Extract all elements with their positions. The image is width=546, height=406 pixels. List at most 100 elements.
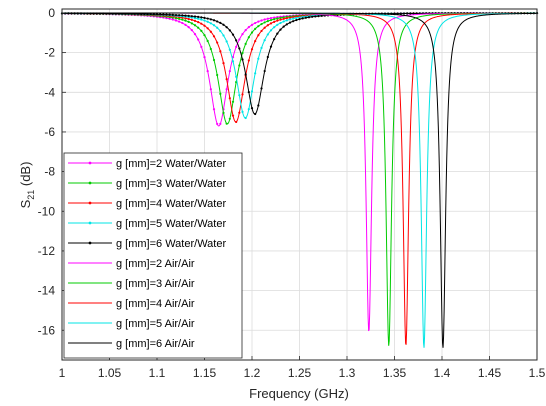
series-marker xyxy=(235,75,238,78)
legend-label: g [mm]=4 Water/Water xyxy=(116,198,226,210)
legend-label: g [mm]=4 Air/Air xyxy=(116,298,195,310)
series-marker xyxy=(402,12,406,15)
series-marker xyxy=(241,58,244,61)
series-marker xyxy=(266,55,269,59)
series-marker xyxy=(266,24,269,27)
series-marker xyxy=(187,14,190,17)
series-marker xyxy=(285,17,288,20)
series-marker xyxy=(247,36,250,39)
series-marker xyxy=(228,69,231,73)
legend-label: g [mm]=3 Water/Water xyxy=(116,178,226,190)
series-marker xyxy=(222,34,225,37)
series-marker xyxy=(181,21,184,25)
series-marker xyxy=(171,13,174,16)
series-marker xyxy=(279,21,282,25)
y-tick-label: -16 xyxy=(38,323,56,337)
series-marker xyxy=(257,104,260,107)
series-marker xyxy=(231,60,235,63)
legend-marker xyxy=(88,181,92,185)
series-marker xyxy=(304,16,307,19)
series-marker xyxy=(254,40,257,43)
series-marker xyxy=(197,15,200,18)
series-marker xyxy=(307,16,311,19)
series-marker xyxy=(257,25,260,28)
legend-label: g [mm]=3 Air/Air xyxy=(116,278,195,290)
series-marker xyxy=(406,12,409,15)
series-marker xyxy=(193,16,197,20)
y-tick-label: -2 xyxy=(44,46,55,60)
x-tick-label: 1.1 xyxy=(149,366,166,380)
series-marker xyxy=(193,15,197,18)
series-marker xyxy=(219,21,222,25)
y-axis-label: S21 (dB) xyxy=(18,162,36,209)
legend-marker xyxy=(88,241,92,245)
series-marker xyxy=(238,38,241,41)
series-marker xyxy=(282,25,285,28)
series-marker xyxy=(235,39,238,42)
series-marker xyxy=(257,57,260,60)
legend-label: g [mm]=5 Air/Air xyxy=(116,318,195,330)
series-marker xyxy=(225,122,228,125)
legend-marker xyxy=(88,201,92,205)
series-marker xyxy=(184,19,187,22)
series-marker xyxy=(206,39,209,43)
series-marker xyxy=(269,18,273,22)
series-marker xyxy=(155,13,159,16)
series-marker xyxy=(222,23,225,26)
legend-label: g [mm]=2 Water/Water xyxy=(116,158,226,170)
series-marker xyxy=(292,20,295,23)
series-marker xyxy=(247,26,250,29)
series-marker xyxy=(225,88,228,91)
series-marker xyxy=(298,16,301,19)
series-marker xyxy=(269,17,273,20)
x-tick-label: 1.4 xyxy=(434,366,451,380)
series-marker xyxy=(181,18,184,21)
y-tick-label: -14 xyxy=(38,284,56,298)
series-marker xyxy=(209,30,212,33)
series-marker xyxy=(225,26,228,29)
series-marker xyxy=(184,17,187,20)
series-marker xyxy=(225,78,228,81)
series-marker xyxy=(238,111,241,114)
series-marker xyxy=(193,33,197,36)
series-marker xyxy=(244,116,247,120)
series-marker xyxy=(238,64,241,67)
series-marker xyxy=(279,28,282,31)
series-marker xyxy=(231,114,235,117)
series-marker xyxy=(222,111,225,115)
legend: g [mm]=2 Water/Water g [mm]=3 Water/Water… xyxy=(63,152,243,359)
legend-label: g [mm]=5 Water/Water xyxy=(116,218,226,230)
series-marker xyxy=(320,14,323,17)
series-marker xyxy=(203,34,206,37)
legend-label: g [mm]=2 Air/Air xyxy=(116,258,195,270)
series-marker xyxy=(212,58,216,62)
series-marker xyxy=(200,18,203,21)
series-marker xyxy=(197,17,200,20)
series-marker xyxy=(247,90,250,94)
series-marker xyxy=(279,16,282,19)
series-marker xyxy=(241,33,244,36)
x-tick-label: 1 xyxy=(59,366,66,380)
series-marker xyxy=(174,19,178,22)
series-marker xyxy=(263,69,266,73)
series-marker xyxy=(200,16,203,19)
series-marker xyxy=(412,12,415,15)
x-axis-label: Frequency (GHz) xyxy=(249,386,349,401)
series-marker xyxy=(168,13,171,16)
series-marker xyxy=(273,18,276,21)
series-marker xyxy=(260,29,263,33)
series-marker xyxy=(250,48,254,51)
series-marker xyxy=(212,24,216,27)
series-marker xyxy=(193,19,197,22)
series-marker xyxy=(219,92,222,95)
series-marker xyxy=(178,20,181,23)
series-marker xyxy=(209,18,212,21)
series-marker xyxy=(269,22,273,25)
series-marker xyxy=(269,45,273,48)
series-marker xyxy=(244,42,247,45)
series-marker xyxy=(260,19,263,22)
series-marker xyxy=(149,13,152,16)
series-marker xyxy=(266,20,269,23)
series-marker xyxy=(254,112,257,116)
